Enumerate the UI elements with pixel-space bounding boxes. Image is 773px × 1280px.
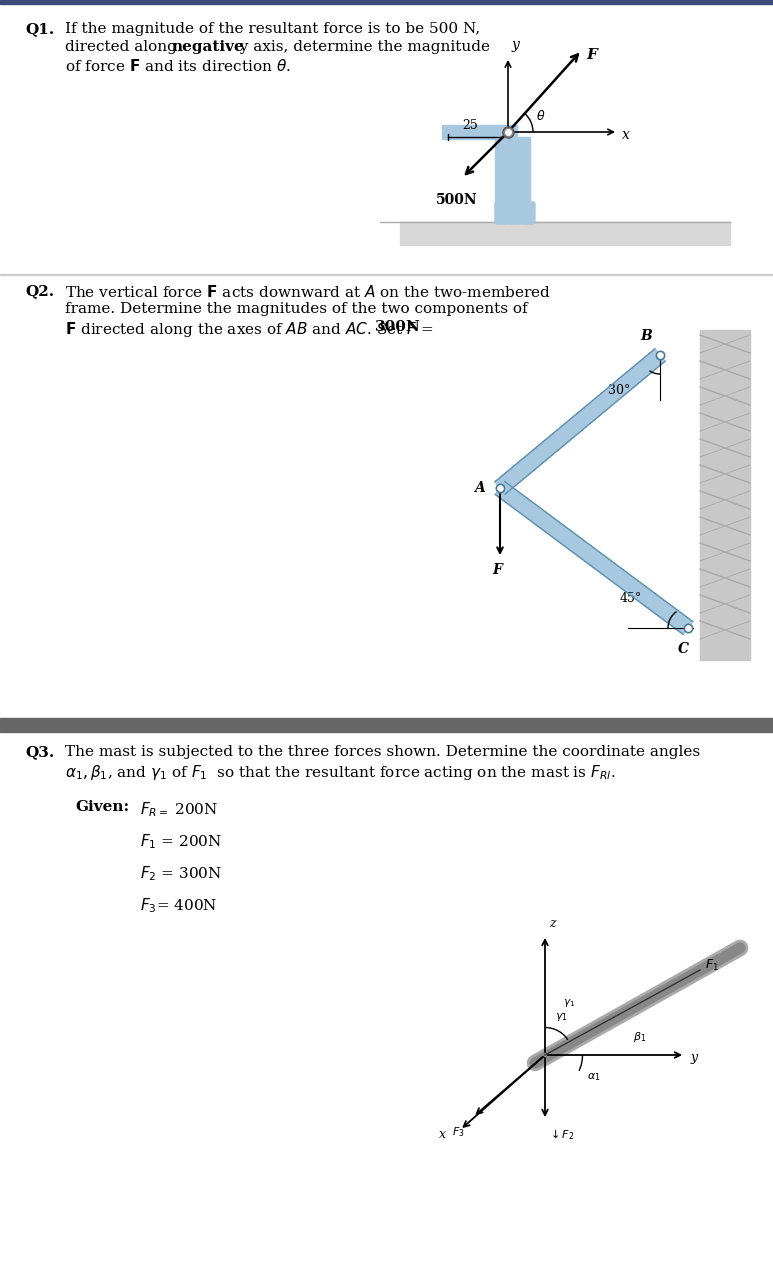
- Text: $F_1$ = 200N: $F_1$ = 200N: [140, 832, 222, 851]
- Text: 45°: 45°: [620, 591, 642, 604]
- Text: Q3.: Q3.: [25, 745, 54, 759]
- Text: $\downarrow$$F_2$: $\downarrow$$F_2$: [548, 1126, 574, 1142]
- Text: 30°: 30°: [608, 384, 630, 397]
- Text: If the magnitude of the resultant force is to be 500 N,: If the magnitude of the resultant force …: [65, 22, 480, 36]
- Text: Given:: Given:: [75, 800, 129, 814]
- Text: 300N: 300N: [375, 320, 421, 334]
- Text: y axis, determine the magnitude: y axis, determine the magnitude: [230, 40, 490, 54]
- Text: $\theta$: $\theta$: [536, 109, 546, 123]
- Bar: [700, 330, 750, 660]
- Text: $F_2$ = 300N: $F_2$ = 300N: [140, 864, 222, 883]
- Text: negative: negative: [172, 40, 245, 54]
- FancyBboxPatch shape: [521, 202, 535, 224]
- Bar: [495, 137, 530, 221]
- Text: F: F: [587, 49, 598, 63]
- Text: of force $\mathbf{F}$ and its direction $\theta$.: of force $\mathbf{F}$ and its direction …: [65, 58, 291, 74]
- Text: Q2.: Q2.: [25, 284, 54, 298]
- Text: $\gamma_1$: $\gamma_1$: [563, 997, 575, 1009]
- Text: $\gamma_1$: $\gamma_1$: [555, 1011, 568, 1023]
- Text: A: A: [475, 481, 485, 495]
- Text: $F_{R=}$ 200N: $F_{R=}$ 200N: [140, 800, 218, 819]
- Text: $F_1$: $F_1$: [705, 957, 719, 973]
- Text: 500N: 500N: [436, 193, 478, 207]
- Text: B: B: [640, 329, 652, 343]
- Text: The vertical force $\mathbf{F}$ acts downward at $A$ on the two-membered: The vertical force $\mathbf{F}$ acts dow…: [65, 284, 551, 300]
- Text: $\mathbf{F}$ directed along the axes of $AB$ and $AC$. Set $F$ =: $\mathbf{F}$ directed along the axes of …: [65, 320, 435, 339]
- Polygon shape: [495, 349, 665, 494]
- Text: $\alpha_1$: $\alpha_1$: [587, 1071, 601, 1083]
- Polygon shape: [495, 481, 693, 635]
- FancyBboxPatch shape: [495, 202, 509, 224]
- Text: $F_3$: $F_3$: [452, 1125, 465, 1139]
- Text: C: C: [677, 643, 689, 655]
- Text: 25: 25: [462, 119, 478, 132]
- FancyBboxPatch shape: [508, 202, 522, 224]
- Text: x: x: [622, 128, 630, 142]
- Bar: [442, 125, 517, 140]
- Text: F: F: [492, 563, 502, 577]
- Text: $\beta_1$: $\beta_1$: [633, 1030, 646, 1044]
- Text: x: x: [439, 1129, 446, 1142]
- Text: directed along: directed along: [65, 40, 186, 54]
- Text: $F_3$= 400N: $F_3$= 400N: [140, 896, 217, 915]
- Bar: [400, 221, 730, 244]
- Text: y: y: [512, 38, 520, 52]
- Text: The mast is subjected to the three forces shown. Determine the coordinate angles: The mast is subjected to the three force…: [65, 745, 700, 759]
- Bar: [0, 718, 773, 732]
- Text: frame. Determine the magnitudes of the two components of: frame. Determine the magnitudes of the t…: [65, 302, 528, 316]
- Bar: [0, 0, 773, 4]
- Text: y: y: [690, 1051, 697, 1065]
- Text: z: z: [549, 916, 556, 931]
- Text: $\alpha_1, \beta_1$, and $\gamma_1$ of $F_1$  so that the resultant force acting: $\alpha_1, \beta_1$, and $\gamma_1$ of $…: [65, 763, 615, 782]
- Text: Q1.: Q1.: [25, 22, 54, 36]
